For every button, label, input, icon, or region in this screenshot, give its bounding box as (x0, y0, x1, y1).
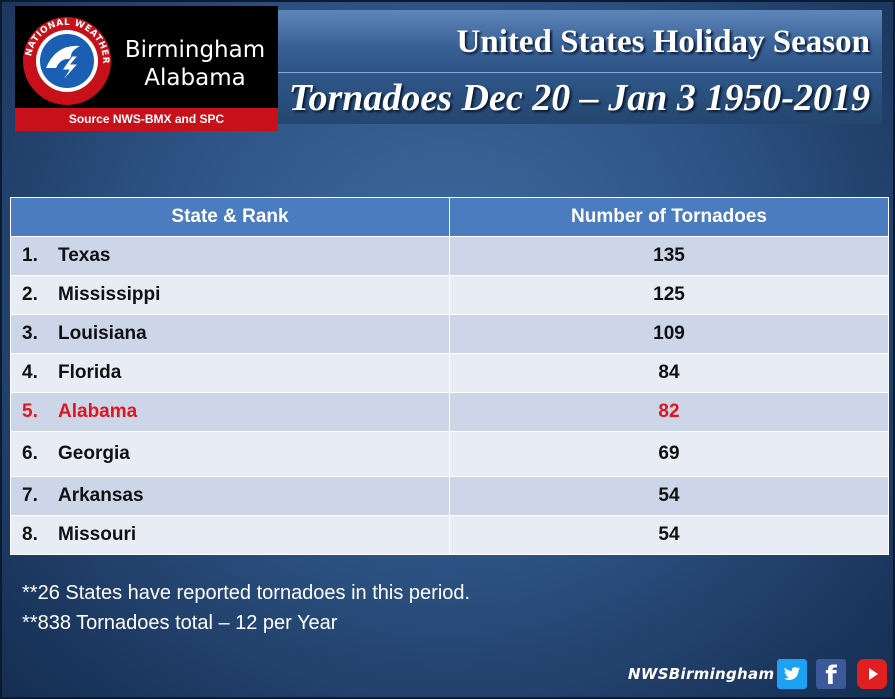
count-cell: 82 (449, 392, 889, 432)
rank-label: 3. (22, 323, 38, 344)
footnotes: **26 States have reported tornadoes in t… (22, 578, 470, 638)
page-title: United States Holiday Season (456, 24, 870, 60)
tornado-ranking-table: State & Rank Number of Tornadoes 1. Texas… (10, 197, 889, 555)
social-handle: NWSBirmingham (628, 665, 775, 683)
table-row: 6. Georgia 69 (10, 431, 889, 477)
state-name: Mississippi (58, 284, 161, 305)
state-name: Louisiana (58, 323, 147, 344)
page-subtitle: Tornadoes Dec 20 – Jan 3 1950-2019 (288, 77, 870, 119)
rank-label: 8. (22, 524, 38, 545)
table-row: 7. Arkansas 54 (10, 476, 889, 516)
state-name: Georgia (58, 443, 130, 464)
state-cell: 6. Georgia (10, 431, 450, 477)
header-tornado-count: Number of Tornadoes (449, 197, 889, 237)
table-row: 1. Texas 135 (10, 236, 889, 276)
count-cell: 109 (449, 314, 889, 354)
table-row: 8. Missouri 54 (10, 515, 889, 555)
play-icon (869, 668, 878, 680)
count-cell: 69 (449, 431, 889, 477)
rank-label: 7. (22, 485, 38, 506)
state-cell: 3. Louisiana (10, 314, 450, 354)
footnote-states: **26 States have reported tornadoes in t… (22, 582, 471, 604)
state-name: Missouri (58, 524, 137, 545)
state-cell: 5. Alabama (10, 392, 450, 432)
footnote-total: **838 Tornadoes total – 12 per Year (22, 612, 338, 634)
twitter-bird-icon (784, 667, 800, 680)
table-header-row: State & Rank Number of Tornadoes (10, 197, 889, 237)
rank-label: 6. (22, 443, 38, 464)
rank-label: 1. (22, 245, 38, 266)
nws-logo-block: NATIONAL WEATHER SERVICE Birmingham Alab… (15, 6, 278, 108)
nws-seal-icon: NATIONAL WEATHER SERVICE (22, 16, 111, 105)
office-state: Alabama (144, 65, 246, 91)
count-cell: 54 (449, 476, 889, 516)
header-state-rank: State & Rank (10, 197, 450, 237)
facebook-icon[interactable]: f (816, 659, 846, 691)
state-cell: 4. Florida (10, 353, 450, 393)
count-cell: 125 (449, 275, 889, 315)
office-name: Birmingham Alabama (115, 36, 275, 92)
state-cell: 7. Arkansas (10, 476, 450, 516)
title-bar-secondary: Tornadoes Dec 20 – Jan 3 1950-2019 (278, 72, 882, 124)
count-cell: 135 (449, 236, 889, 276)
title-bar-primary: United States Holiday Season (278, 10, 882, 72)
table-row-highlighted: 5. Alabama 82 (10, 392, 889, 432)
table-row: 3. Louisiana 109 (10, 314, 889, 354)
state-cell: 8. Missouri (10, 515, 450, 555)
count-cell: 84 (449, 353, 889, 393)
twitter-icon[interactable] (777, 659, 807, 689)
state-cell: 2. Mississippi (10, 275, 450, 315)
table-row: 2. Mississippi 125 (10, 275, 889, 315)
state-name: Alabama (58, 401, 138, 422)
youtube-icon[interactable] (857, 659, 887, 689)
rank-label: 4. (22, 362, 38, 383)
rank-label: 5. (22, 401, 38, 422)
office-city: Birmingham (124, 37, 266, 63)
rank-label: 2. (22, 284, 38, 305)
state-name: Arkansas (58, 485, 144, 506)
state-name: Texas (58, 245, 111, 266)
state-cell: 1. Texas (10, 236, 450, 276)
source-label: Source NWS-BMX and SPC (15, 108, 278, 131)
state-name: Florida (58, 362, 122, 383)
table-row: 4. Florida 84 (10, 353, 889, 393)
count-cell: 54 (449, 515, 889, 555)
